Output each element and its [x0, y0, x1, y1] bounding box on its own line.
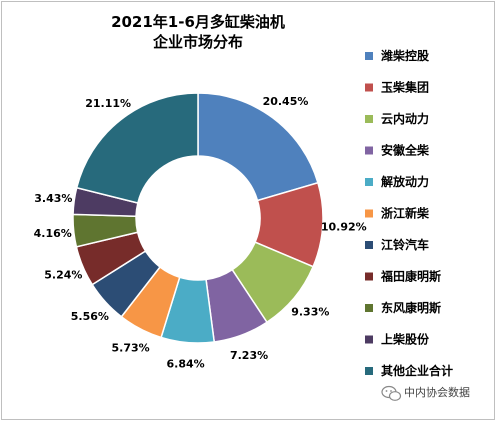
slice-1	[197, 92, 319, 202]
legend-entry-7: 江铃汽车	[381, 237, 429, 252]
legend-entry-10: 上柴股份	[381, 332, 430, 347]
data-label-7: 5.56%	[71, 310, 109, 323]
legend-swatch-6	[365, 209, 373, 218]
legend-swatch-4	[365, 146, 373, 155]
watermark: 中内协会数据	[381, 385, 470, 401]
legend-entry-6: 浙江新柴	[381, 206, 430, 221]
legend-entry-1: 潍柴控股	[380, 48, 430, 63]
chart-title-line-2: 企业市场分布	[152, 33, 243, 51]
watermark-text: 中内协会数据	[404, 385, 470, 399]
data-labels: 20.45% 10.92% 9.33% 7.23% 6.84% 5.73% 5.56% 5.2…	[34, 95, 367, 370]
legend-entry-3: 云内动力	[381, 111, 429, 126]
legend-swatch-10	[365, 335, 373, 344]
legend-entry-5: 解放动力	[381, 174, 429, 189]
legend-entry-8: 福田康明斯	[380, 269, 441, 284]
wechat-icon	[381, 385, 402, 401]
legend-swatch-1	[365, 52, 373, 60]
data-label-5: 6.84%	[167, 357, 205, 370]
donut-slices	[72, 92, 324, 344]
legend-swatch-2	[365, 83, 373, 92]
data-label-9: 4.16%	[34, 227, 72, 240]
data-label-6: 5.73%	[112, 342, 150, 355]
legend-swatch-3	[365, 115, 373, 123]
slice-11	[75, 92, 199, 204]
data-label-8: 5.24%	[44, 268, 82, 281]
legend-entry-4: 安徽全柴	[381, 143, 430, 158]
legend-entry-9: 东风康明斯	[381, 300, 441, 315]
legend: 潍柴控股玉柴集团云内动力安徽全柴解放动力浙江新柴江铃汽车福田康明斯东风康明斯上柴…	[365, 48, 453, 378]
data-label-1: 20.45%	[263, 95, 309, 108]
legend-entry-2: 玉柴集团	[381, 80, 429, 95]
legend-swatch-8	[365, 272, 373, 281]
legend-swatch-7	[365, 241, 373, 249]
data-label-2: 10.92%	[321, 220, 367, 233]
legend-swatch-11	[365, 367, 373, 375]
data-label-11: 21.11%	[85, 97, 131, 110]
chart-title-line-1: 2021年1-6月多缸柴油机	[111, 13, 285, 31]
legend-swatch-5	[365, 178, 373, 186]
data-label-4: 7.23%	[230, 349, 268, 362]
data-label-10: 3.43%	[34, 192, 72, 205]
legend-entry-11: 其他企业合计	[381, 363, 453, 378]
legend-swatch-9	[365, 304, 373, 312]
data-label-3: 9.33%	[291, 305, 329, 318]
